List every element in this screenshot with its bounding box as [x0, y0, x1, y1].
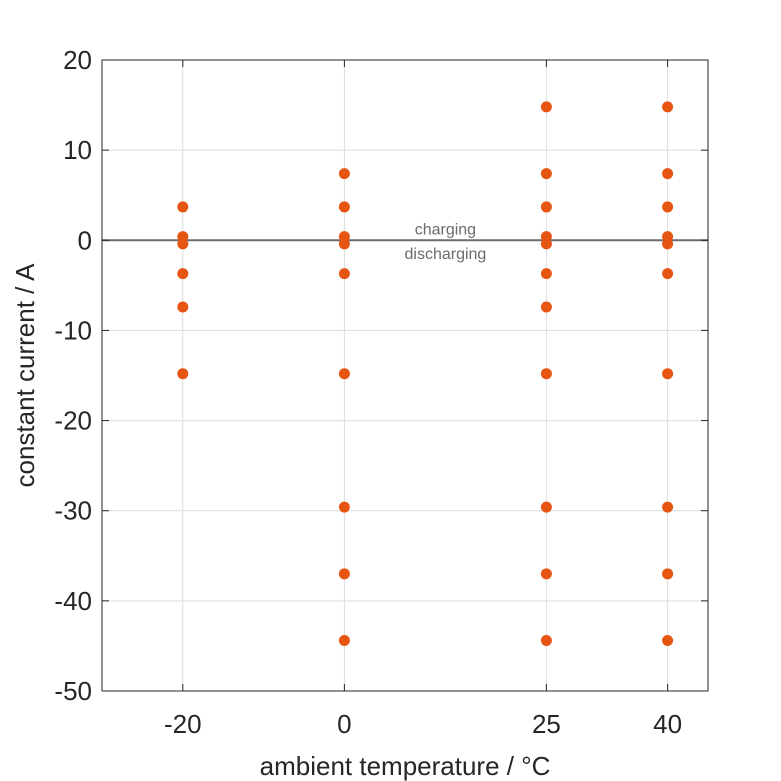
data-point — [540, 301, 552, 313]
data-point — [662, 168, 674, 180]
data-point — [662, 238, 674, 250]
data-point — [177, 201, 189, 213]
x-axis-title: ambient temperature / °C — [260, 751, 551, 781]
x-tick-label: 0 — [337, 709, 351, 739]
data-point — [662, 201, 674, 213]
data-point — [338, 238, 350, 250]
y-tick-label: -50 — [54, 676, 92, 706]
annotation-charging: charging — [415, 221, 476, 238]
data-point — [662, 101, 674, 113]
data-point — [662, 368, 674, 380]
data-point — [540, 201, 552, 213]
y-axis-title: constant current / A — [10, 263, 40, 488]
data-point — [177, 301, 189, 313]
y-tick-label: -10 — [54, 315, 92, 345]
data-point — [338, 501, 350, 513]
data-point — [338, 201, 350, 213]
data-point — [540, 568, 552, 580]
y-tick-label: -40 — [54, 586, 92, 616]
data-point — [338, 635, 350, 647]
y-tick-label: 20 — [63, 45, 92, 75]
x-tick-label: 25 — [532, 709, 561, 739]
y-tick-label: 10 — [63, 135, 92, 165]
data-point — [540, 501, 552, 513]
data-point — [540, 368, 552, 380]
plot-area-frame — [101, 59, 709, 692]
annotations: charging discharging — [404, 221, 486, 262]
data-point — [662, 501, 674, 513]
x-tick-label: 40 — [653, 709, 682, 739]
y-tick-label: 0 — [78, 225, 92, 255]
data-point — [540, 238, 552, 250]
data-points — [177, 101, 674, 647]
data-point — [540, 635, 552, 647]
data-point — [662, 568, 674, 580]
y-tick-labels: -50 -40 -30 -20 -10 0 10 20 — [54, 45, 92, 706]
data-point — [540, 101, 552, 113]
data-point — [338, 168, 350, 180]
data-point — [662, 268, 674, 280]
tick-marks — [102, 59, 708, 692]
data-point — [177, 268, 189, 280]
annotation-discharging: discharging — [404, 246, 486, 263]
data-point — [540, 168, 552, 180]
x-tick-labels: -20 0 25 40 — [164, 709, 682, 739]
data-point — [177, 368, 189, 380]
data-point — [662, 635, 674, 647]
grid — [102, 59, 708, 692]
y-tick-label: -20 — [54, 406, 92, 436]
x-tick-label: -20 — [164, 709, 202, 739]
y-tick-label: -30 — [54, 496, 92, 526]
data-point — [540, 268, 552, 280]
data-point — [338, 368, 350, 380]
data-point — [177, 238, 189, 250]
data-point — [338, 268, 350, 280]
data-point — [338, 568, 350, 580]
